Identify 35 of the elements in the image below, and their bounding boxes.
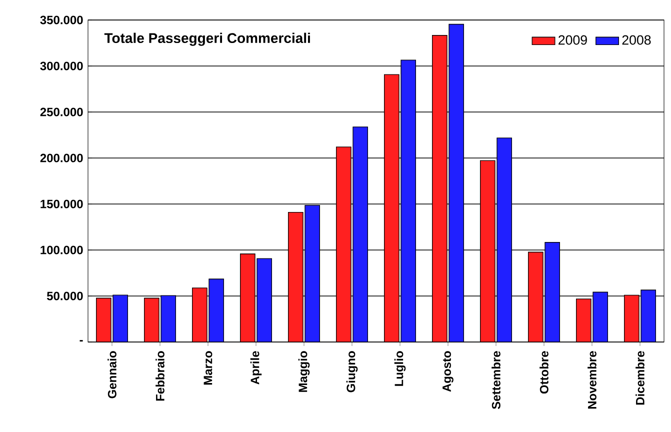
x-tick-label: Aprile [250,351,262,384]
y-tick-label: - [80,340,83,342]
y-tick-label: 50.000 [46,292,83,300]
bar [304,204,320,342]
x-tick-label: Ottobre [540,351,548,394]
text: Totale Passeggeri Commerciali [104,32,310,46]
bar [112,294,128,342]
x-tick-label: Maggio [298,351,310,392]
bar [640,290,656,342]
y-tick-label: 100.000 [40,246,83,254]
bar [400,60,416,342]
x-tick-label: Luglio [394,351,406,386]
x-tick-label: Giugno [346,351,358,392]
bar [544,242,560,342]
x-tick-label: Gennaio [108,351,116,398]
y-tick-label: 200.000 [40,154,83,162]
x-tick-label: Agosto [442,351,454,392]
y-tick-label: 150.000 [40,200,83,208]
bar [208,278,224,342]
y-tick-label: 300.000 [40,62,83,70]
x-tick-label: Marzo [204,351,212,385]
bar [160,295,176,342]
bar [256,258,272,342]
x-tick-label: Febbraio [156,351,164,401]
bar [352,126,368,342]
x-tick-label: Novembre [588,351,596,409]
bar [496,138,512,342]
y-tick-label: 250.000 [40,108,83,116]
x-tick-label: Dicembre [636,351,644,405]
x-tick-label: Settembre [492,351,500,410]
bar [592,292,608,342]
y-tick-label: 350.000 [40,16,83,24]
bar [448,24,464,342]
legend-label: 2009 [558,35,587,45]
legend-label: 2008 [622,35,651,45]
